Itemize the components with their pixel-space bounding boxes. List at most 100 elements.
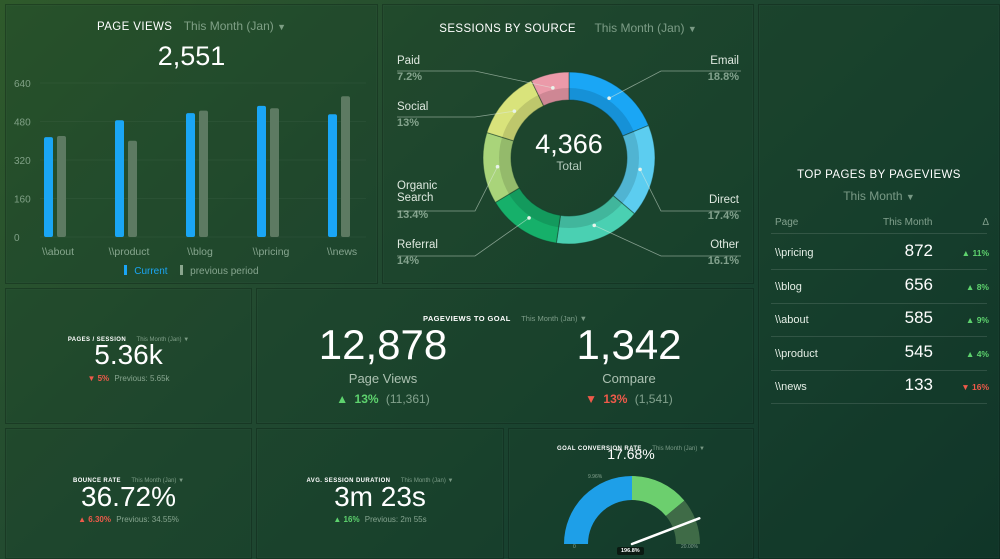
widget-title: SESSIONS BY SOURCE (439, 23, 576, 35)
gauge-min-label: 0 (573, 544, 576, 550)
bar-previous[interactable] (341, 96, 350, 237)
table-row[interactable]: \\pricing 872 ▲ 11% (759, 237, 999, 270)
slice-pct: 13% (397, 117, 420, 129)
gauge-segment-mid (632, 476, 685, 516)
bar-previous[interactable] (57, 135, 66, 237)
page-name: \\news (775, 381, 807, 393)
page-views-change: ▲ 13% (11,361) (273, 392, 493, 406)
leader-line (608, 70, 741, 99)
y-tick-label: 0 (14, 233, 20, 244)
pageviews-to-goal-widget: PAGEVIEWS TO GOAL This Month (Jan) ▼ 12,… (256, 288, 754, 424)
period-selector[interactable]: This Month (Jan) ▼ (594, 21, 696, 35)
up-arrow-icon: ▲ (336, 392, 349, 406)
bar-current[interactable] (328, 114, 337, 237)
period-selector[interactable]: This Month (Jan) ▼ (652, 446, 705, 452)
up-arrow-icon: ▲ (78, 515, 87, 524)
leader-dot (512, 109, 517, 113)
period-label: This Month (Jan) (136, 337, 182, 343)
donut-slice[interactable] (530, 71, 570, 107)
gauge-max-label: 20.00% (681, 544, 698, 550)
donut-total-label: Total (556, 159, 582, 173)
up-arrow-icon: ▲ (333, 515, 342, 524)
metric-value: 5.36k (94, 339, 163, 370)
bar-previous[interactable] (270, 108, 279, 237)
period-label: This Month (Jan) (521, 314, 578, 323)
metric-value: 17.68% (607, 446, 655, 462)
bar-previous[interactable] (199, 110, 208, 237)
period-selector[interactable]: This Month (Jan) ▼ (401, 478, 454, 484)
page-name: \\blog (775, 280, 802, 293)
table-row[interactable]: \\news 133 ▼ 16% (759, 371, 999, 404)
up-arrow-icon: ▲ (965, 348, 975, 359)
donut-chart (397, 70, 741, 257)
pages-per-session-widget: PAGES / SESSION This Month (Jan) ▼ 5.36k… (5, 288, 252, 424)
chart-legend: Current previous period (6, 265, 377, 277)
period-label: This Month (Jan) (652, 446, 698, 452)
compare-change: ▼ 13% (1,541) (519, 392, 739, 406)
up-arrow-icon: ▲ (961, 248, 971, 258)
page-value: 545 (904, 341, 933, 361)
gauge-chart (564, 476, 701, 546)
metric-change: ▲ 6.30% Previous: 34.55% (6, 515, 251, 524)
delta-value: 4% (976, 348, 989, 359)
x-tick-label: \\about (42, 246, 74, 258)
period-selector[interactable]: This Month (Jan) ▼ (131, 478, 184, 484)
page-delta: ▲ 8% (966, 282, 989, 292)
change-value: 6.30% (88, 515, 111, 524)
x-tick-label: \\blog (187, 246, 213, 258)
period-selector[interactable]: This Month (Jan) ▼ (184, 19, 286, 33)
bar-previous[interactable] (128, 140, 137, 237)
needle-label: 196.8% (617, 547, 644, 555)
widget-title: PAGES / SESSION (67, 337, 127, 343)
down-arrow-icon: ▼ (961, 382, 970, 392)
slice-name: Referral (397, 239, 438, 251)
bar-current[interactable] (44, 137, 53, 237)
widget-title: PAGE VIEWS (97, 21, 173, 33)
table-row[interactable]: \\about 585 ▲ 9% (759, 304, 999, 337)
y-tick-label: 320 (14, 156, 31, 167)
column-header-page: Page (775, 217, 799, 228)
leader-line (594, 225, 741, 257)
goal-conversion-widget: GOAL CONVERSION RATE This Month (Jan) ▼ … (508, 428, 754, 559)
chevron-down-icon: ▼ (687, 24, 697, 34)
divider (771, 302, 987, 304)
table-row[interactable]: \\blog 656 ▲ 8% (759, 271, 999, 304)
page-name: \\about (775, 314, 809, 326)
period-selector[interactable]: This Month (Jan) ▼ (137, 337, 190, 343)
leader-dot (638, 167, 642, 172)
previous-value: (11,361) (385, 392, 430, 406)
legend-current-swatch (124, 265, 128, 275)
bar-current[interactable] (257, 105, 266, 237)
page-value: 872 (904, 241, 933, 260)
page-value: 585 (904, 308, 933, 327)
bar-current[interactable] (186, 113, 195, 237)
widget-title: PAGEVIEWS TO GOAL (422, 314, 511, 323)
compare-label: Compare (602, 371, 656, 386)
bar-current[interactable] (115, 120, 124, 237)
gauge-segment-low (564, 476, 632, 544)
leader-dot (551, 86, 555, 90)
leader-dot (527, 216, 531, 220)
gauge-mark-label: 9.96% (588, 474, 603, 480)
widget-title: TOP PAGES BY PAGEVIEWS (797, 169, 961, 181)
period-selector[interactable]: This Month ▼ (759, 189, 999, 203)
slice-label-social: Social 13% (397, 99, 428, 131)
period-label: This Month (Jan) (131, 478, 177, 484)
gauge-segment-rest (665, 500, 700, 544)
chevron-down-icon: ▼ (698, 446, 705, 452)
divider (771, 369, 987, 371)
legend-current-label: Current (134, 266, 168, 277)
period-selector[interactable]: This Month (Jan) ▼ (521, 314, 587, 323)
previous-value: Previous: 34.55% (116, 515, 179, 524)
page-value: 133 (904, 375, 933, 394)
period-label: This Month (Jan) (183, 19, 274, 33)
widget-title: GOAL CONVERSION RATE (557, 446, 642, 452)
table-row[interactable]: \\product 545 ▲ 4% (759, 338, 999, 371)
previous-value: Previous: 2m 55s (364, 515, 427, 524)
y-tick-label: 640 (14, 79, 31, 90)
leader-line (397, 110, 515, 118)
chevron-down-icon: ▼ (905, 192, 915, 202)
slice-name-line1: Organic (397, 180, 438, 192)
slice-pct: 13.4% (397, 209, 429, 221)
metric-change: ▼ 5% Previous: 5.65k (6, 374, 251, 383)
